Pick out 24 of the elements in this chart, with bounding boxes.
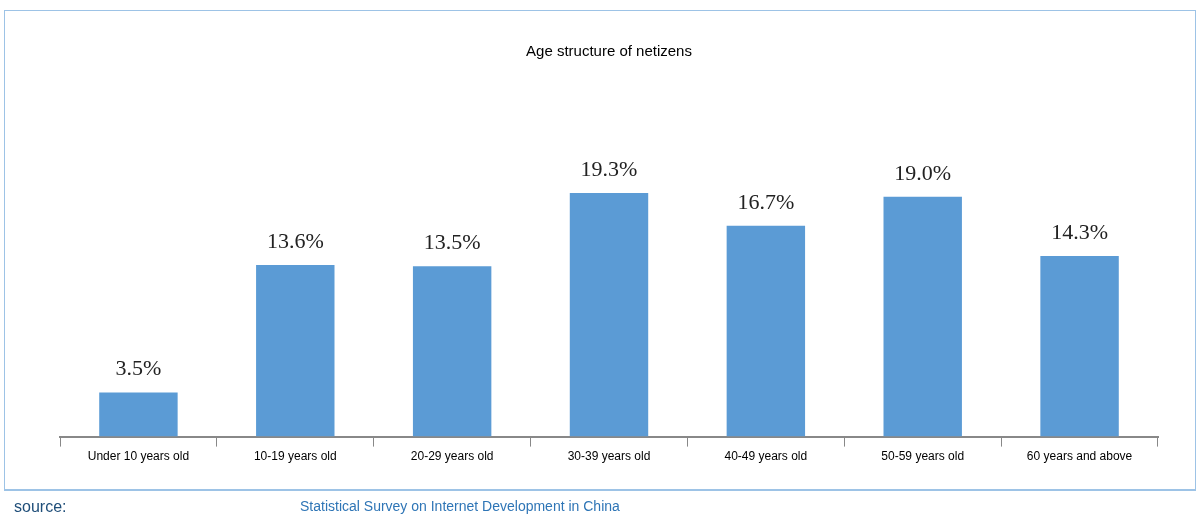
x-tick-label: 60 years and above: [1026, 449, 1133, 464]
bar: [726, 225, 806, 437]
x-tick-label: Under 10 years old: [87, 449, 190, 464]
bar: [99, 392, 178, 437]
data-label: 19.0%: [894, 159, 952, 185]
data-label: 19.3%: [580, 155, 638, 181]
bar: [256, 264, 335, 437]
bar: [569, 192, 649, 437]
source-note: source:: [14, 498, 67, 516]
data-label: 13.5%: [423, 228, 481, 254]
text: Statistical Survey on Internet Development in China: [300, 498, 620, 514]
data-label: 16.7%: [737, 188, 795, 214]
data-label: 3.5%: [115, 355, 162, 381]
bar: [1040, 256, 1119, 437]
data-label: 14.3%: [1051, 218, 1108, 244]
x-tick-label: 20-29 years old: [410, 449, 494, 464]
x-tick-label: 30-39 years old: [567, 449, 651, 464]
data-label: 13.6%: [266, 227, 324, 253]
x-tick-label: 50-59 years old: [881, 449, 965, 464]
bar: [883, 196, 962, 437]
bar: [412, 266, 492, 437]
chart-title: Age structure of netizens: [526, 42, 692, 60]
x-tick-label: 10-19 years old: [253, 449, 337, 464]
x-tick-label: 40-49 years old: [724, 449, 808, 464]
